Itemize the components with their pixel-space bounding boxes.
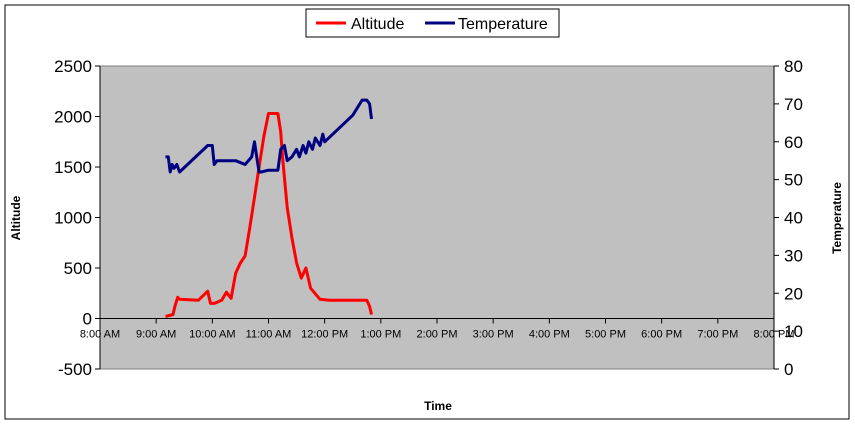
x-tick-label: 7:00 PM bbox=[697, 329, 738, 341]
x-tick-label: 4:00 PM bbox=[529, 329, 570, 341]
right-tick-label: 20 bbox=[784, 284, 803, 303]
legend-label-temperature: Temperature bbox=[458, 16, 548, 33]
x-tick-label: 5:00 PM bbox=[585, 329, 626, 341]
series-layer bbox=[165, 98, 373, 318]
right-tick-label: 70 bbox=[784, 95, 803, 114]
legend-label-altitude: Altitude bbox=[351, 16, 404, 33]
left-tick-label: -500 bbox=[58, 360, 92, 379]
right-tick-label: 40 bbox=[784, 209, 803, 228]
x-axis-ticks: 8:00 AM 9:00 AM 10:00 AM 11:00 AM 12:00 PM 1:… bbox=[80, 318, 795, 341]
y-axis-title: Altitude bbox=[9, 195, 23, 240]
left-tick-label: 500 bbox=[64, 259, 92, 278]
x-tick-label: 10:00 AM bbox=[189, 329, 235, 341]
left-tick-label: 2000 bbox=[54, 108, 92, 127]
right-tick-label: 60 bbox=[784, 133, 803, 152]
left-tick-label: 0 bbox=[83, 310, 92, 329]
plot-area bbox=[99, 65, 775, 370]
legend: Altitude Temperature bbox=[305, 8, 560, 38]
x-tick-label: 8:00 AM bbox=[80, 329, 120, 341]
x-tick-label: 2:00 PM bbox=[417, 329, 458, 341]
left-axis-ticks: -500 0 500 1000 1500 2000 2500 bbox=[54, 57, 101, 379]
right-tick-label: 80 bbox=[784, 57, 803, 76]
right-axis-ticks: 0 10 20 30 40 50 60 70 80 bbox=[773, 57, 803, 379]
y2-axis-title: Temperature bbox=[830, 182, 844, 254]
left-tick-label: 1000 bbox=[54, 209, 92, 228]
right-tick-label: 30 bbox=[784, 246, 803, 265]
right-tick-label: 50 bbox=[784, 171, 803, 190]
x-tick-label: 1:00 PM bbox=[360, 329, 401, 341]
x-tick-label: 6:00 PM bbox=[641, 329, 682, 341]
x-tick-label: 12:00 PM bbox=[301, 329, 348, 341]
x-tick-label: 3:00 PM bbox=[473, 329, 514, 341]
x-axis-title: Time bbox=[424, 399, 452, 413]
right-tick-label: 10 bbox=[784, 322, 803, 341]
right-tick-label: 0 bbox=[784, 360, 793, 379]
series-line-temperature bbox=[165, 98, 373, 174]
legend-box bbox=[305, 8, 560, 38]
left-tick-label: 1500 bbox=[54, 158, 92, 177]
x-tick-label: 11:00 AM bbox=[246, 329, 292, 341]
x-tick-label: 9:00 AM bbox=[136, 329, 176, 341]
x-tick-label: 8:00 PM bbox=[754, 329, 795, 341]
left-tick-label: 2500 bbox=[54, 57, 92, 76]
